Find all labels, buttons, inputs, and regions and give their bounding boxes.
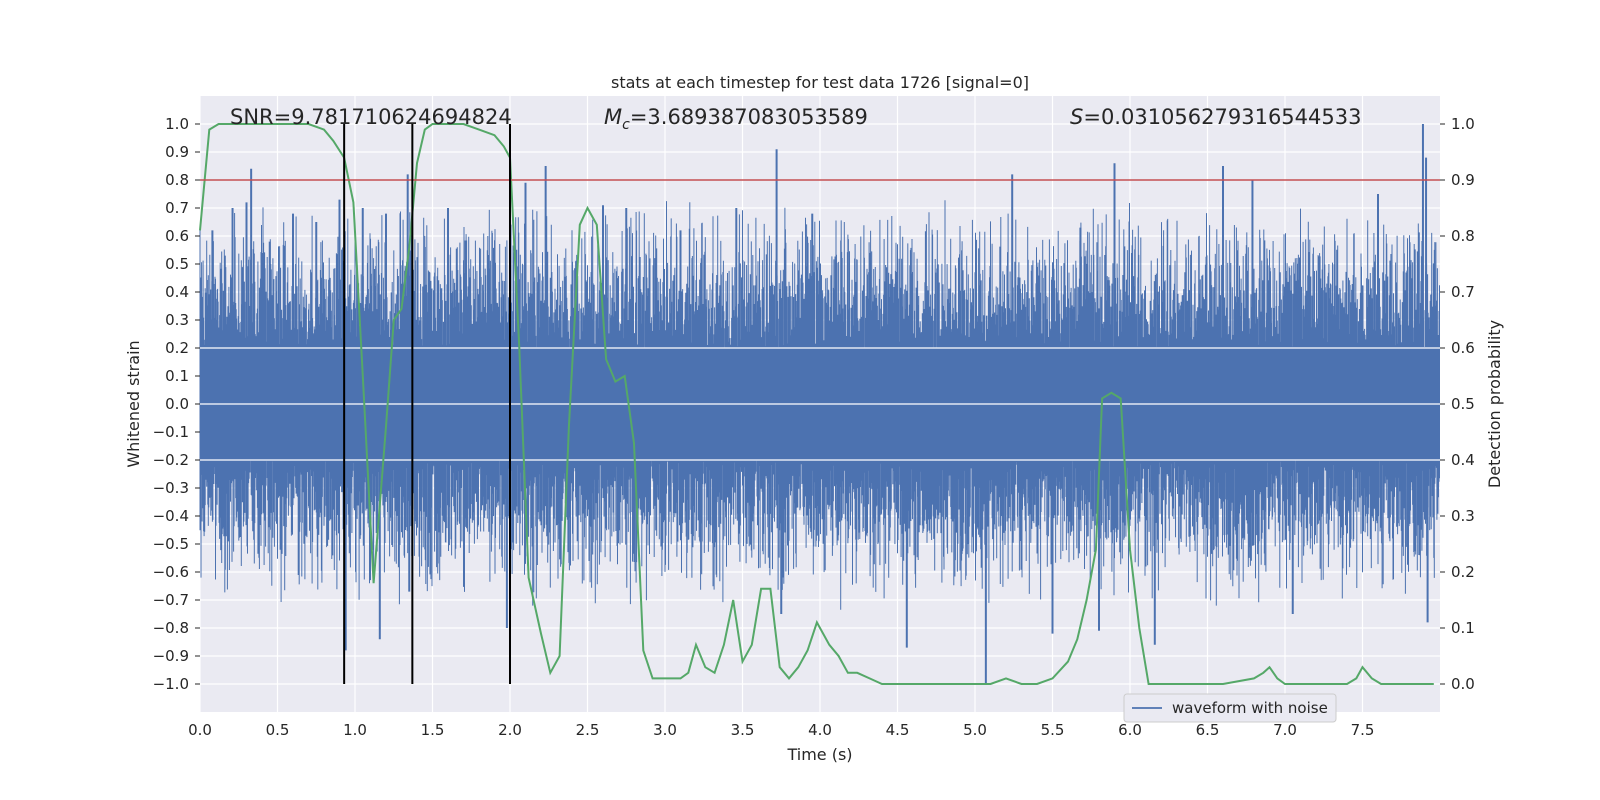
tick-labels: 0.0 0.5 1.0 1.5 2.0 2.5 3.0 3.5 4.0 4.5 5.0 5.5 6.0 6… <box>153 115 1475 739</box>
s-annotation: S=0.031056279316544533 <box>1070 105 1361 129</box>
y2-tick-label: 0.4 <box>1451 451 1475 469</box>
x-tick-label: 5.0 <box>963 721 987 739</box>
y-tick-label: 0.4 <box>165 283 189 301</box>
y2-axis-label: Detection probability <box>1485 320 1504 488</box>
waveform-series <box>199 124 1440 684</box>
x-tick-label: 2.5 <box>576 721 600 739</box>
y-tick-label: 0.8 <box>165 171 189 189</box>
x-tick-label: 7.5 <box>1351 721 1375 739</box>
chart-title: stats at each timestep for test data 172… <box>611 73 1029 92</box>
x-tick-label: 4.0 <box>808 721 832 739</box>
x-tick-label: 6.5 <box>1196 721 1220 739</box>
x-axis-label: Time (s) <box>786 745 852 764</box>
x-tick-label: 6.0 <box>1118 721 1142 739</box>
chirp-mass-annotation: Mc=3.689387083053589 <box>604 105 868 133</box>
y-tick-label: 0.0 <box>165 395 189 413</box>
y-tick-label: 1.0 <box>165 115 189 133</box>
y-tick-label: −0.9 <box>153 647 189 665</box>
x-tick-label: 0.5 <box>266 721 290 739</box>
x-tick-label: 3.5 <box>731 721 755 739</box>
y2-tick-label: 0.7 <box>1451 283 1475 301</box>
legend: waveform with noise <box>1123 693 1337 723</box>
y2-tick-label: 1.0 <box>1451 115 1475 133</box>
y2-tick-label: 0.2 <box>1451 563 1475 581</box>
y-tick-label: 0.6 <box>165 227 189 245</box>
y-tick-label: 0.7 <box>165 199 189 217</box>
y-tick-label: −0.7 <box>153 591 189 609</box>
y-tick-label: −0.8 <box>153 619 189 637</box>
y-tick-label: −0.6 <box>153 563 189 581</box>
x-tick-label: 7.0 <box>1273 721 1297 739</box>
s-value: =0.031056279316544533 <box>1083 105 1361 129</box>
x-tick-label: 3.0 <box>653 721 677 739</box>
y-tick-label: 0.9 <box>165 143 189 161</box>
vertical-markers <box>343 124 511 684</box>
y-tick-label: 0.1 <box>165 367 189 385</box>
x-tick-label: 5.5 <box>1041 721 1065 739</box>
y-tick-label: −0.2 <box>153 451 189 469</box>
y2-tick-label: 0.0 <box>1451 675 1475 693</box>
y-tick-label: 0.3 <box>165 311 189 329</box>
legend-box <box>1123 693 1337 723</box>
y-tick-label: 0.5 <box>165 255 189 273</box>
y-tick-label: −0.5 <box>153 535 189 553</box>
snr-annotation: SNR=9.781710624694824 <box>230 105 512 129</box>
y-tick-label: −1.0 <box>153 675 189 693</box>
mc-value: =3.689387083053589 <box>630 105 868 129</box>
s-symbol: S <box>1070 105 1083 129</box>
y2-tick-label: 0.8 <box>1451 227 1475 245</box>
y-tick-label: −0.1 <box>153 423 189 441</box>
x-tick-label: 2.0 <box>498 721 522 739</box>
y-tick-label: −0.4 <box>153 507 189 525</box>
y-tick-label: −0.3 <box>153 479 189 497</box>
mc-symbol: M <box>604 105 622 129</box>
y-tick-label: 0.2 <box>165 339 189 357</box>
legend-entry-waveform: waveform with noise <box>1172 699 1328 717</box>
y2-tick-label: 0.3 <box>1451 507 1475 525</box>
x-tick-label: 0.0 <box>188 721 212 739</box>
y2-tick-label: 0.9 <box>1451 171 1475 189</box>
x-tick-label: 4.5 <box>886 721 910 739</box>
x-tick-label: 1.0 <box>343 721 367 739</box>
y2-tick-label: 0.6 <box>1451 339 1475 357</box>
x-tick-label: 1.5 <box>421 721 445 739</box>
mc-subscript: c <box>622 117 630 133</box>
y2-tick-label: 0.1 <box>1451 619 1475 637</box>
y2-tick-label: 0.5 <box>1451 395 1475 413</box>
y-axis-label: Whitened strain <box>124 340 143 467</box>
